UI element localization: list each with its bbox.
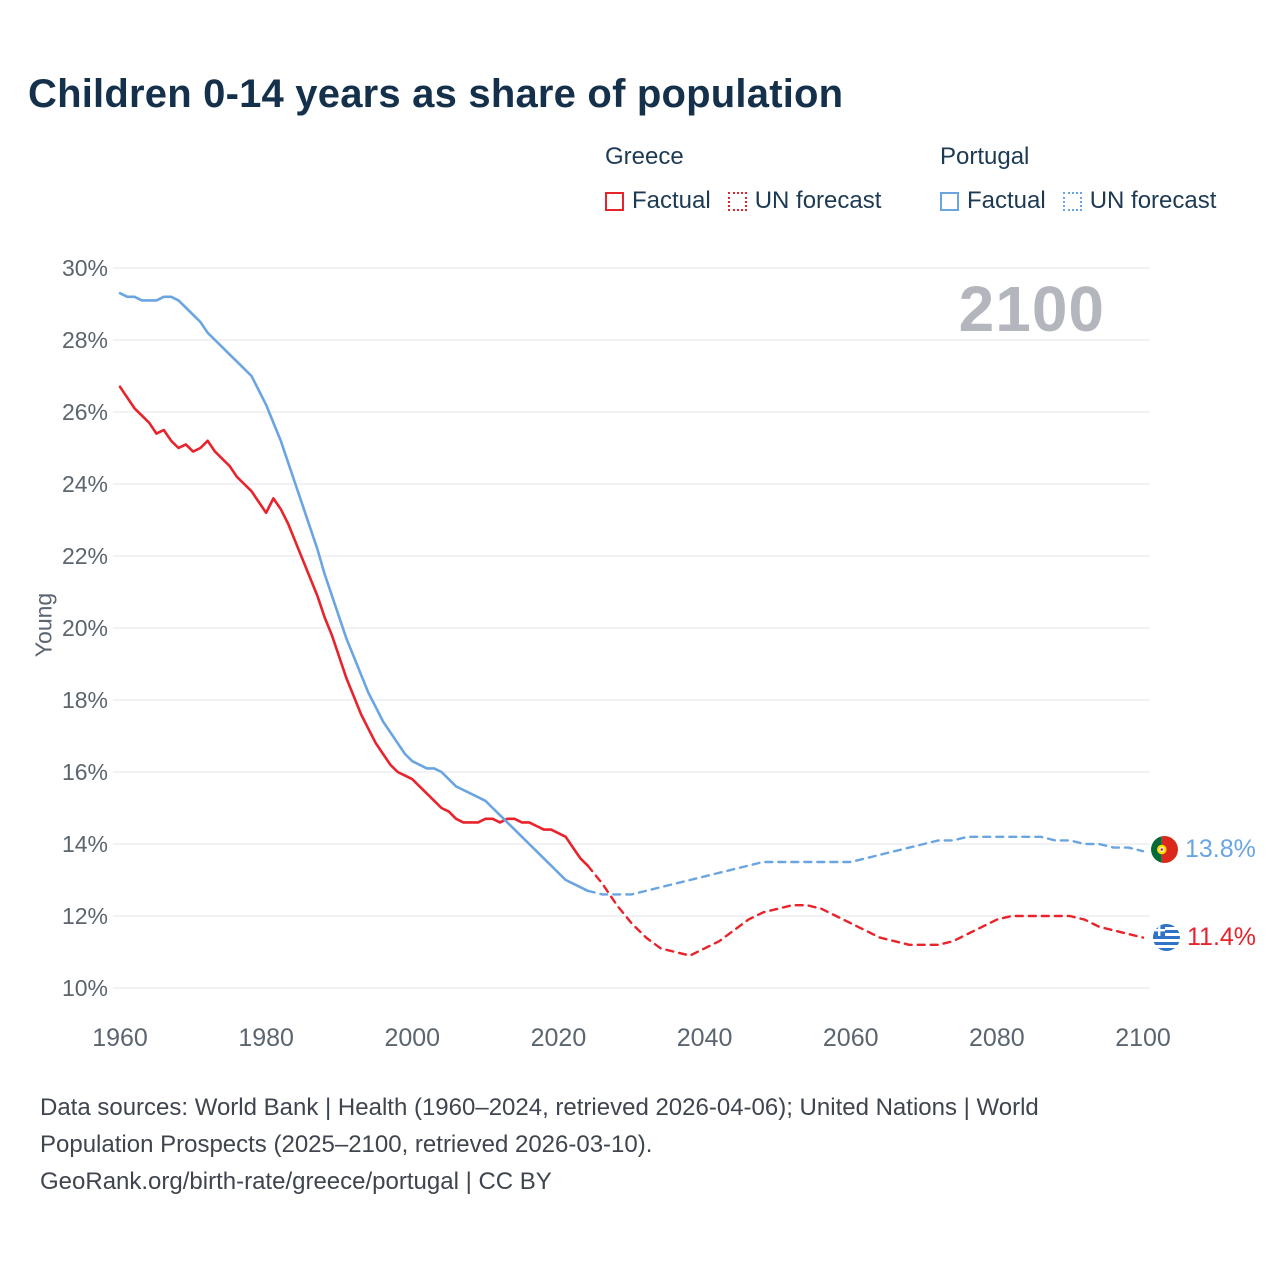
x-tick-label: 2080 (969, 1024, 1025, 1052)
x-tick-label: 2020 (531, 1024, 587, 1052)
legend-label-factual: Factual (632, 187, 711, 214)
legend-item-portugal-factual[interactable]: Factual (940, 187, 1046, 215)
x-tick-label: 2100 (1115, 1024, 1171, 1052)
legend-group-greece: Greece Factual UN forecast (605, 143, 898, 215)
x-tick-label: 1960 (92, 1024, 148, 1052)
legend-label-forecast: UN forecast (1089, 187, 1217, 214)
y-tick-label: 26% (62, 399, 108, 425)
series-portugal-factual (118, 291, 590, 893)
data-sources-line3: GeoRank.org/birth-rate/greece/portugal |… (40, 1168, 552, 1195)
legend-label-factual: Factual (967, 187, 1046, 214)
y-tick-label: 24% (62, 471, 108, 497)
data-sources-line1: Data sources: World Bank | Health (1960–… (40, 1094, 1039, 1121)
portugal-forecast-swatch-icon (1062, 191, 1082, 211)
x-tick-label: 2060 (823, 1024, 879, 1052)
legend-item-greece-forecast[interactable]: UN forecast (727, 187, 882, 215)
x-tick-label: 2000 (384, 1024, 440, 1052)
y-tick-label: 22% (62, 543, 108, 569)
series-portugal-un-forecast (586, 835, 1145, 896)
x-tick-label: 1980 (238, 1024, 294, 1052)
page-title: Children 0-14 years as share of populati… (28, 72, 844, 116)
legend-portugal-heading: Portugal (940, 143, 1030, 170)
y-tick-label: 12% (62, 903, 108, 929)
y-tick-label: 20% (62, 615, 108, 641)
series-greece-factual (118, 385, 590, 867)
data-sources: Data sources: World Bank | Health (1960–… (40, 1089, 1039, 1200)
y-tick-label: 10% (62, 975, 108, 1001)
x-tick-label: 2040 (677, 1024, 733, 1052)
legend-item-portugal-forecast[interactable]: UN forecast (1062, 187, 1217, 215)
greece-flag-icon (1153, 923, 1180, 951)
greece-end-label: 11.4% (1153, 921, 1256, 953)
watermark-end-year: 2100 (958, 273, 1105, 345)
legend-group-portugal: Portugal Factual UN forecast (940, 143, 1233, 215)
series-greece-un-forecast (586, 864, 1145, 957)
y-tick-label: 28% (62, 327, 108, 353)
portugal-factual-swatch-icon (940, 191, 959, 211)
y-tick-label: 16% (62, 759, 108, 785)
y-tick-label: 14% (62, 831, 108, 857)
y-tick-label: 30% (62, 255, 108, 281)
portugal-flag-icon (1151, 835, 1178, 863)
greece-factual-swatch-icon (605, 191, 624, 211)
portugal-end-value: 13.8% (1185, 834, 1256, 863)
legend-item-greece-factual[interactable]: Factual (605, 187, 711, 215)
y-tick-label: 18% (62, 687, 108, 713)
legend-greece-heading: Greece (605, 143, 684, 170)
data-sources-line2: Population Prospects (2025–2100, retriev… (40, 1131, 653, 1158)
legend-label-forecast: UN forecast (754, 187, 882, 214)
portugal-end-label: 13.8% (1151, 833, 1256, 865)
greece-forecast-swatch-icon (727, 191, 747, 211)
greece-end-value: 11.4% (1187, 922, 1257, 951)
